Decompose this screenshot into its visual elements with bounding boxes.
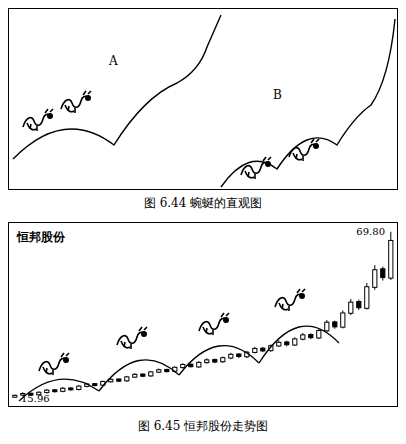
svg-text:A: A	[108, 54, 118, 68]
svg-text:恒邦股份: 恒邦股份	[16, 230, 66, 244]
html-text:图 6.44 蜿蜒的直观图: 图 6.44 蜿蜒的直观图	[143, 196, 263, 210]
html-text:图 6.45 恒邦股份走势图: 图 6.45 恒邦股份走势图	[137, 419, 269, 433]
svg-text:15.96: 15.96	[21, 393, 50, 404]
svg-text:69.80: 69.80	[356, 226, 385, 237]
svg-text:B: B	[273, 88, 282, 102]
